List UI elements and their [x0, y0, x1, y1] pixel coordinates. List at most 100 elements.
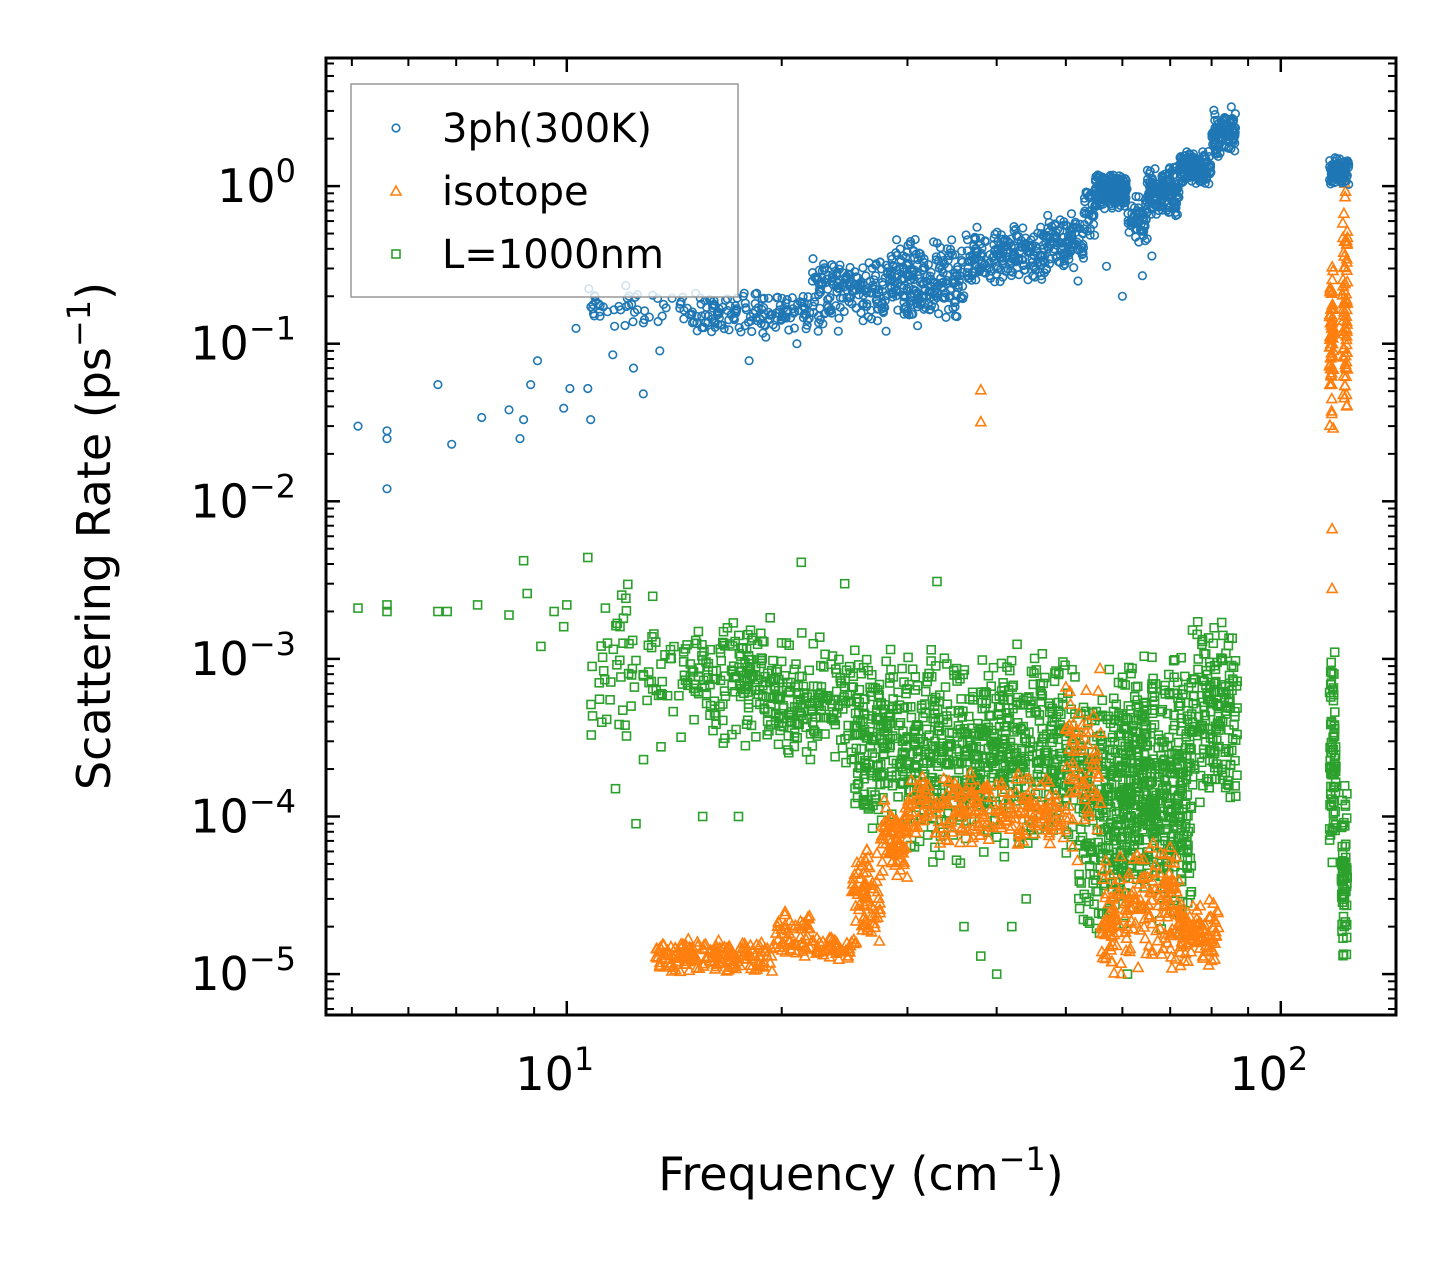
data-point-triangle [697, 957, 711, 969]
data-point-square [682, 677, 693, 688]
data-point-triangle [873, 934, 886, 946]
data-point-square [1136, 711, 1146, 721]
data-point-square [1338, 861, 1349, 872]
data-point-square [726, 665, 737, 676]
data-point-square [1006, 655, 1017, 666]
data-point-square [1124, 825, 1135, 836]
data-point-square [1186, 886, 1197, 897]
data-point-triangle [665, 948, 679, 961]
data-point-square [1057, 693, 1068, 703]
data-point-square [718, 638, 729, 649]
data-point-triangle [1337, 206, 1351, 219]
data-point-square [1105, 770, 1116, 780]
data-point-square [861, 654, 872, 665]
data-point-square [757, 653, 768, 664]
data-point-square [898, 726, 908, 737]
data-point-square [1137, 813, 1147, 824]
data-point-triangle [765, 964, 779, 976]
data-point-square [1336, 889, 1347, 900]
data-point-square [1126, 823, 1137, 834]
data-point-square [1324, 835, 1335, 845]
data-point-square [1029, 653, 1040, 664]
data-point-triangle [974, 383, 988, 395]
data-point-square [618, 638, 628, 649]
data-point-square [1031, 758, 1042, 768]
data-point-square [1206, 696, 1216, 707]
data-point-circle [962, 235, 973, 245]
data-point-square [784, 640, 795, 651]
data-point-square [1053, 734, 1063, 745]
data-point-square [893, 687, 903, 698]
data-point-square [858, 716, 868, 727]
data-point-square [976, 723, 986, 734]
data-point-square [926, 671, 937, 682]
data-point-square [1159, 762, 1169, 772]
data-point-square [624, 638, 634, 649]
data-point-square [804, 665, 815, 676]
data-point-square [1329, 647, 1340, 658]
data-point-circle [655, 346, 665, 356]
data-point-square [1074, 903, 1085, 914]
data-point-square [978, 847, 989, 857]
data-point-square [1340, 917, 1351, 927]
data-point-square [772, 694, 783, 705]
data-point-square [611, 620, 621, 631]
data-point-square [1154, 772, 1165, 782]
data-point-square [849, 730, 860, 741]
data-point-triangle [750, 938, 763, 950]
data-point-square [1328, 695, 1339, 706]
data-point-square [912, 763, 922, 773]
data-point-square [708, 725, 718, 736]
data-point-square [1171, 802, 1182, 813]
data-point-square [1127, 663, 1137, 674]
data-point-square [918, 712, 928, 723]
data-point-square [955, 673, 965, 684]
data-point-square [1169, 710, 1179, 721]
data-point-square [558, 621, 569, 632]
data-point-square [930, 692, 941, 703]
data-point-square [1103, 842, 1114, 853]
data-point-square [746, 720, 757, 731]
data-point-circle [808, 254, 818, 264]
data-point-square [1330, 806, 1340, 817]
data-point-square [1061, 848, 1072, 858]
data-point-square [791, 659, 801, 669]
data-point-square [768, 655, 778, 666]
data-point-square [582, 552, 593, 563]
data-point-square [1328, 689, 1339, 700]
data-point-triangle [763, 956, 777, 968]
data-point-square [977, 655, 988, 665]
data-point-square [1228, 676, 1239, 686]
data-point-square [1138, 819, 1148, 829]
data-point-circle [792, 339, 802, 349]
data-point-square [1127, 763, 1138, 774]
data-point-triangle [1091, 684, 1105, 696]
data-point-square [816, 682, 827, 692]
data-point-square [1340, 801, 1351, 811]
data-point-triangle [765, 941, 779, 954]
data-point-square [1176, 874, 1187, 884]
data-point-circle [972, 222, 982, 232]
data-point-square [912, 719, 922, 730]
data-point-square [780, 670, 790, 681]
data-point-circle [834, 313, 844, 323]
data-point-square [1326, 737, 1337, 748]
data-point-square [887, 780, 898, 791]
data-point-square [814, 632, 825, 643]
data-point-square [678, 647, 689, 657]
data-point-triangle [784, 943, 798, 956]
data-point-square [801, 747, 812, 757]
data-point-square [942, 659, 952, 669]
data-point-square [1176, 713, 1186, 724]
data-point-square [1336, 822, 1347, 833]
data-point-square [871, 705, 882, 715]
data-point-square [705, 644, 716, 655]
data-point-square [622, 579, 633, 590]
data-point-circle [433, 380, 443, 390]
data-point-triangle [847, 932, 861, 945]
data-point-square [1207, 773, 1217, 784]
data-point-square [1037, 648, 1048, 659]
data-point-square [594, 677, 605, 688]
data-point-square [1025, 702, 1035, 713]
data-point-square [1149, 696, 1160, 706]
